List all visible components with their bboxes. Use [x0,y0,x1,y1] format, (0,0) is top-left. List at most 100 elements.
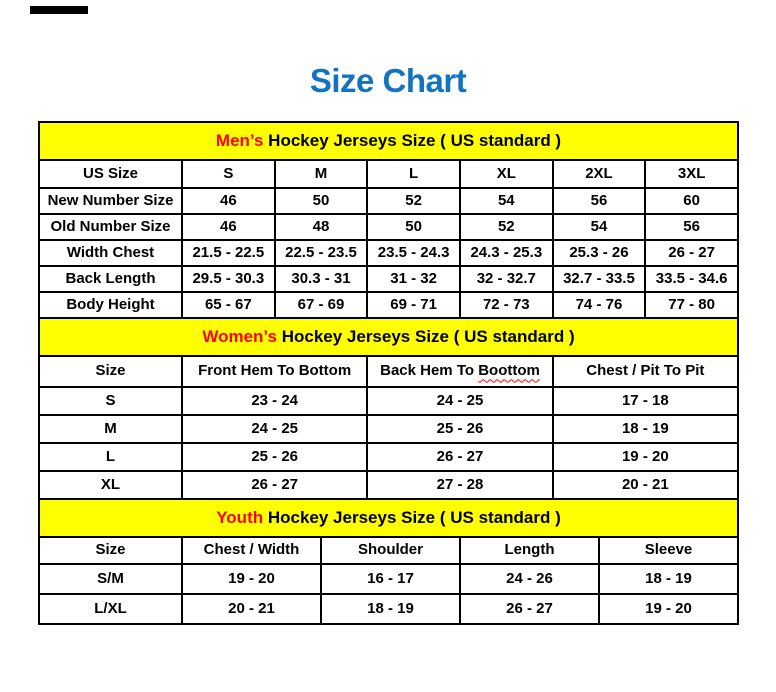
table-row: Back Length 29.5 - 30.3 30.3 - 31 31 - 32 32… [38,265,739,293]
size-value-cell: 72 - 73 [458,291,554,319]
size-value-cell: 25 - 26 [366,414,554,444]
size-value-cell: 25 - 26 [180,442,369,472]
row-label: L [38,442,183,472]
size-value-cell: 46 [181,187,276,215]
size-value-cell: 60 [644,187,739,215]
row-label: S [38,386,183,416]
size-value-cell: 19 - 20 [551,442,740,472]
section-title-highlight: Men’s [215,130,264,150]
row-label: New Number Size [38,187,183,215]
column-header-row: Size Chest / Width Shoulder Length Sleeve [38,536,739,565]
row-label: M [38,414,183,444]
size-value-cell: 17 - 18 [551,386,740,416]
size-value-cell: 69 - 71 [366,291,461,319]
size-value-cell: 26 - 27 [644,239,739,267]
column-header: Size [38,355,183,388]
size-value-cell: 24.3 - 25.3 [458,239,554,267]
size-value-cell: 22.5 - 23.5 [273,239,369,267]
column-header-row: Size Front Hem To Bottom Back Hem To Boott… [38,355,740,388]
size-value-cell: 24 - 25 [180,414,369,444]
section-title: Women’s Hockey Jerseys Size ( US standar… [38,317,739,357]
table-row: XL 26 - 27 27 - 28 20 - 21 [38,470,740,500]
size-value-cell: 50 [366,213,461,241]
size-value-cell: 24 - 25 [366,386,554,416]
size-value-cell: 54 [551,213,647,241]
size-value-cell: 23.5 - 24.3 [366,239,461,267]
column-header: Chest / Width [181,536,322,565]
size-value-cell: 19 - 20 [181,563,322,595]
size-value-cell: 20 - 21 [551,470,740,500]
row-label: L/XL [38,593,183,625]
size-value-cell: 21.5 - 22.5 [181,239,276,267]
table-row: Body Height 65 - 67 67 - 69 69 - 71 72 - 73 7… [38,291,739,319]
section-title: Youth Hockey Jerseys Size ( US standard … [38,498,739,538]
size-value-cell: 33.5 - 34.6 [644,265,739,293]
column-header: Front Hem To Bottom [180,355,369,388]
column-header: Back Hem To Boottom [366,355,554,388]
table-row: L 25 - 26 26 - 27 19 - 20 [38,442,740,472]
column-header: Sleeve [598,536,739,565]
column-header: Chest / Pit To Pit [551,355,740,388]
youth-size-table: Youth Hockey Jerseys Size ( US standard … [38,498,739,625]
row-label: Width Chest [38,239,183,267]
misspelled-word: Boottom [478,362,540,380]
page-title: Size Chart [309,62,467,99]
table-row: S 23 - 24 24 - 25 17 - 18 [38,386,740,416]
table-row: Width Chest 21.5 - 22.5 22.5 - 23.5 23.5 - … [38,239,739,267]
size-value-cell: 77 - 80 [644,291,739,319]
size-value-cell: 31 - 32 [366,265,461,293]
table-row: New Number Size 46 50 52 54 56 60 [38,187,739,215]
table-row: S/M 19 - 20 16 - 17 24 - 26 18 - 19 [38,563,739,595]
size-value-cell: 52 [366,187,461,215]
size-value-cell: 26 - 27 [366,442,554,472]
section-header-row: Men’s Hockey Jerseys Size ( US standard … [38,121,739,161]
section-title-highlight: Youth [216,507,264,527]
column-header: 2XL [551,159,647,189]
size-value-cell: 32.7 - 33.5 [551,265,647,293]
size-value-cell: 24 - 26 [459,563,600,595]
size-value-cell: 18 - 19 [551,414,740,444]
size-value-cell: 32 - 32.7 [458,265,554,293]
table-row: Old Number Size 46 48 50 52 54 56 [38,213,739,241]
column-header: Length [459,536,600,565]
size-value-cell: 26 - 27 [180,470,369,500]
section-title-rest: Hockey Jerseys Size ( US standard ) [276,326,575,346]
size-value-cell: 18 - 19 [320,593,461,625]
size-value-cell: 74 - 76 [551,291,647,319]
womens-size-table: Women’s Hockey Jerseys Size ( US standar… [38,317,740,500]
size-value-cell: 54 [458,187,554,215]
size-value-cell: 23 - 24 [180,386,369,416]
size-value-cell: 50 [273,187,369,215]
row-label: Old Number Size [38,213,183,241]
column-header: S [181,159,276,189]
column-header: Shoulder [320,536,461,565]
size-value-cell: 30.3 - 31 [273,265,369,293]
size-value-cell: 67 - 69 [273,291,369,319]
size-value-cell: 56 [644,213,739,241]
section-title-highlight: Women’s [202,326,277,346]
section-title-rest: Hockey Jerseys Size ( US standard ) [263,130,562,150]
size-value-cell: 16 - 17 [320,563,461,595]
column-header: L [366,159,461,189]
row-label: Body Height [38,291,183,319]
size-value-cell: 46 [181,213,276,241]
mens-size-table: Men’s Hockey Jerseys Size ( US standard … [38,121,739,319]
row-label: S/M [38,563,183,595]
size-value-cell: 20 - 21 [181,593,322,625]
section-title: Men’s Hockey Jerseys Size ( US standard … [38,121,739,161]
size-value-cell: 29.5 - 30.3 [181,265,276,293]
size-value-cell: 48 [273,213,369,241]
column-header: 3XL [644,159,739,189]
table-row: L/XL 20 - 21 18 - 19 26 - 27 19 - 20 [38,593,739,625]
size-value-cell: 25.3 - 26 [551,239,647,267]
row-label: Back Length [38,265,183,293]
section-header-row: Youth Hockey Jerseys Size ( US standard … [38,498,739,538]
size-value-cell: 65 - 67 [181,291,276,319]
size-value-cell: 56 [551,187,647,215]
column-header: XL [458,159,554,189]
row-label: XL [38,470,183,500]
decorative-mark [30,6,88,14]
table-row: M 24 - 25 25 - 26 18 - 19 [38,414,740,444]
size-chart: Men’s Hockey Jerseys Size ( US standard … [38,121,740,625]
size-value-cell: 52 [458,213,554,241]
